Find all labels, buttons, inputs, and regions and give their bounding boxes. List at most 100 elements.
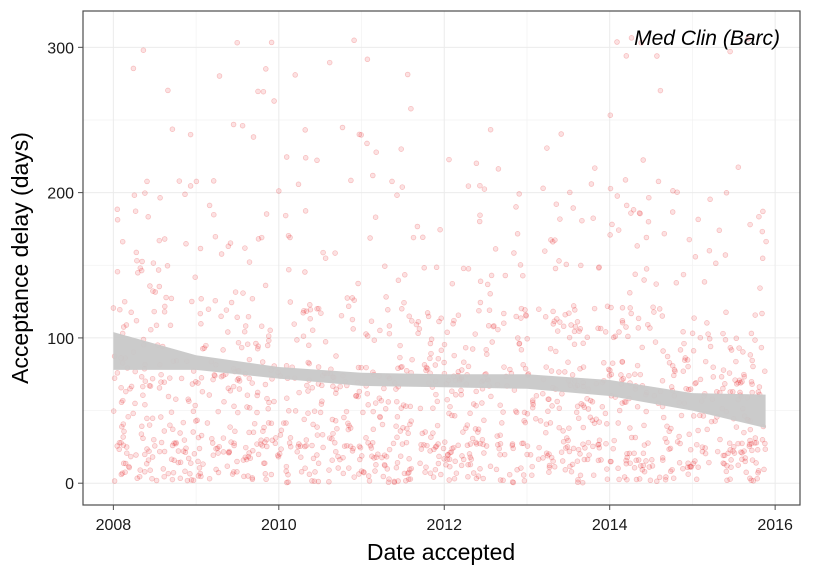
data-point xyxy=(296,389,302,396)
data-point xyxy=(680,329,686,335)
data-point xyxy=(335,465,341,471)
data-point xyxy=(653,281,659,287)
data-point xyxy=(168,295,175,302)
data-point xyxy=(310,421,316,428)
data-point xyxy=(340,454,346,461)
data-point xyxy=(403,439,410,446)
data-point xyxy=(514,231,521,237)
data-point xyxy=(735,379,741,386)
data-point xyxy=(420,234,426,241)
data-point xyxy=(690,348,697,354)
data-point xyxy=(477,299,484,306)
data-point xyxy=(436,318,442,325)
data-point xyxy=(255,343,261,349)
data-point xyxy=(249,476,256,483)
data-point xyxy=(543,421,550,427)
data-point xyxy=(162,303,168,310)
data-point xyxy=(365,440,371,446)
data-point xyxy=(123,388,129,395)
data-point xyxy=(544,452,551,459)
data-point xyxy=(236,378,243,384)
data-point xyxy=(280,420,287,426)
data-point xyxy=(377,327,383,334)
data-point xyxy=(406,313,412,319)
data-point xyxy=(692,254,699,260)
data-point xyxy=(609,221,615,228)
data-point xyxy=(664,353,671,360)
data-point xyxy=(424,310,431,316)
data-point xyxy=(481,417,487,424)
data-point xyxy=(548,237,554,243)
data-point xyxy=(330,383,336,390)
data-point xyxy=(496,445,502,452)
data-point xyxy=(424,442,430,449)
data-point xyxy=(206,392,213,398)
data-point xyxy=(265,406,271,412)
data-point xyxy=(144,415,150,422)
data-point xyxy=(360,409,366,416)
data-point xyxy=(151,436,157,443)
data-point xyxy=(187,131,194,138)
data-point xyxy=(733,381,740,387)
data-point xyxy=(375,451,381,457)
data-point xyxy=(681,340,687,347)
data-point xyxy=(610,445,616,452)
data-point xyxy=(369,453,375,459)
data-point xyxy=(489,339,495,345)
data-point xyxy=(254,345,261,352)
data-point xyxy=(710,364,716,370)
data-point xyxy=(720,385,726,392)
data-point xyxy=(472,331,478,337)
data-point xyxy=(637,210,643,217)
data-point xyxy=(210,178,217,184)
data-point xyxy=(524,411,531,417)
data-point xyxy=(386,330,393,337)
data-point xyxy=(632,434,639,441)
data-point xyxy=(164,263,171,269)
data-point xyxy=(322,255,329,261)
data-point xyxy=(553,348,559,355)
data-point xyxy=(149,454,156,460)
data-point xyxy=(232,289,239,295)
data-point xyxy=(146,382,153,389)
data-point xyxy=(475,473,482,479)
data-point xyxy=(750,478,757,484)
data-point xyxy=(533,416,539,422)
data-point xyxy=(604,421,610,427)
data-point xyxy=(243,456,250,463)
data-point xyxy=(490,323,497,330)
data-point xyxy=(467,441,474,447)
data-point xyxy=(690,413,697,419)
data-point xyxy=(632,371,638,377)
data-point xyxy=(740,349,746,355)
data-point xyxy=(495,326,501,333)
data-point xyxy=(347,443,354,450)
data-point xyxy=(158,379,164,385)
data-point xyxy=(664,439,670,445)
data-point xyxy=(636,476,643,482)
data-point xyxy=(607,232,613,238)
data-point xyxy=(198,375,205,381)
data-point xyxy=(122,469,128,475)
data-point xyxy=(487,463,494,470)
data-point xyxy=(623,53,630,59)
data-point xyxy=(461,359,467,365)
data-point xyxy=(580,402,586,408)
data-point xyxy=(733,424,740,430)
data-point xyxy=(158,371,164,378)
data-point xyxy=(739,378,745,385)
data-point xyxy=(381,461,388,468)
data-point xyxy=(201,345,208,351)
data-point xyxy=(193,418,199,424)
data-point xyxy=(615,420,621,426)
data-point xyxy=(518,465,524,471)
data-point xyxy=(267,327,273,334)
data-point xyxy=(334,425,340,432)
data-point xyxy=(406,469,412,476)
data-point xyxy=(683,385,689,392)
data-point xyxy=(283,468,289,474)
data-point xyxy=(560,428,566,434)
data-point xyxy=(695,216,701,223)
data-point xyxy=(161,379,168,385)
data-point xyxy=(516,341,522,347)
